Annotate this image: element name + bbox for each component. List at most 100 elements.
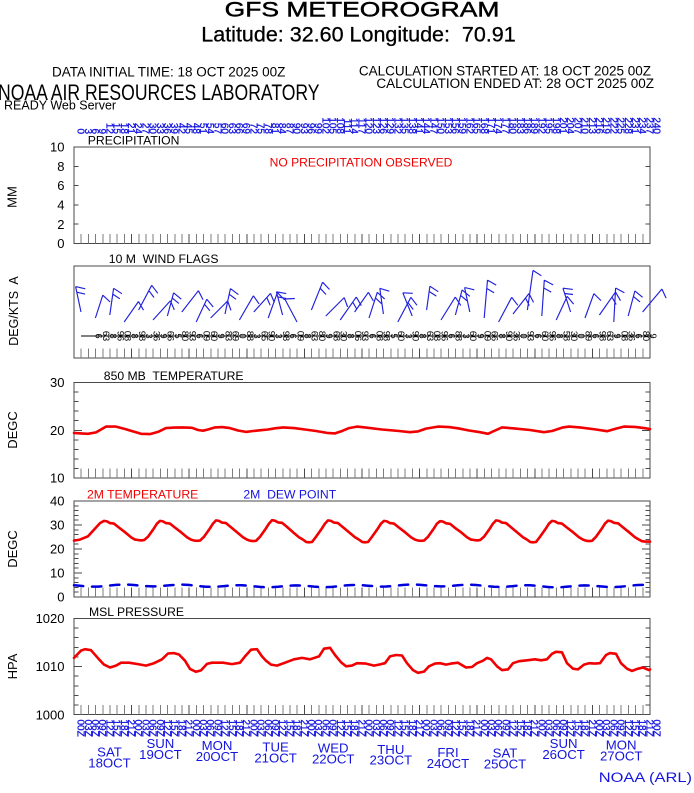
svg-text:66: 66 (166, 331, 176, 341)
svg-text:00Z: 00Z (190, 720, 201, 737)
svg-text:0: 0 (576, 333, 586, 338)
svg-text:10: 10 (50, 140, 64, 155)
svg-text:21OCT: 21OCT (254, 751, 297, 766)
svg-text:65: 65 (259, 331, 269, 341)
svg-text:60: 60 (468, 331, 478, 341)
svg-text:09Z: 09Z (615, 720, 626, 737)
svg-text:18Z: 18Z (118, 720, 129, 737)
svg-text:MSL PRESSURE: MSL PRESSURE (89, 605, 184, 619)
svg-text:20: 20 (50, 423, 64, 438)
svg-text:156: 156 (449, 117, 460, 134)
svg-text:3: 3 (274, 333, 284, 338)
svg-text:03Z: 03Z (485, 720, 496, 737)
svg-text:90: 90 (411, 331, 421, 341)
svg-text:240: 240 (651, 117, 662, 134)
svg-text:98: 98 (382, 331, 392, 341)
svg-text:40: 40 (50, 494, 64, 509)
svg-text:09: 09 (483, 331, 493, 341)
svg-text:MON: MON (606, 737, 637, 752)
svg-text:15Z: 15Z (571, 720, 582, 737)
svg-text:READY Web Server: READY Web Server (4, 99, 116, 113)
svg-text:12Z: 12Z (449, 720, 460, 737)
svg-text:60: 60 (219, 123, 230, 135)
svg-text:165: 165 (471, 117, 482, 134)
svg-text:88: 88 (454, 331, 464, 341)
svg-text:117: 117 (355, 118, 366, 134)
svg-text:36: 36 (161, 123, 172, 135)
svg-text:231: 231 (629, 117, 640, 134)
svg-text:SAT: SAT (493, 745, 518, 760)
svg-text:03Z: 03Z (370, 720, 381, 737)
svg-text:213: 213 (586, 117, 597, 134)
svg-text:03Z: 03Z (600, 720, 611, 737)
svg-text:00Z: 00Z (651, 720, 662, 737)
svg-text:98: 98 (598, 331, 608, 341)
svg-text:10: 10 (50, 566, 64, 581)
svg-text:3: 3 (403, 333, 413, 338)
svg-text:18Z: 18Z (406, 720, 417, 737)
svg-text:NO PRECIPITATION OBSERVED: NO PRECIPITATION OBSERVED (270, 155, 453, 169)
svg-text:09Z: 09Z (269, 720, 280, 737)
svg-text:207: 207 (571, 117, 582, 134)
svg-text:96: 96 (115, 331, 125, 341)
svg-text:81: 81 (269, 123, 280, 135)
svg-text:00Z: 00Z (478, 720, 489, 737)
svg-text:6: 6 (288, 333, 298, 338)
svg-text:192: 192 (535, 117, 546, 134)
svg-text:183: 183 (514, 117, 525, 134)
svg-text:18Z: 18Z (291, 720, 302, 737)
svg-text:98: 98 (281, 331, 291, 341)
svg-text:21Z: 21Z (471, 720, 482, 737)
svg-text:93: 93 (360, 331, 370, 341)
svg-text:3: 3 (82, 128, 93, 134)
svg-text:09: 09 (295, 331, 305, 341)
svg-text:60: 60 (209, 331, 219, 341)
svg-text:03Z: 03Z (197, 720, 208, 737)
svg-text:39: 39 (168, 123, 179, 135)
svg-text:0: 0 (75, 128, 86, 134)
svg-text:850 MB TEMPERATURE: 850 MB TEMPERATURE (104, 369, 244, 383)
svg-text:06Z: 06Z (607, 720, 618, 737)
svg-text:8: 8 (346, 333, 356, 338)
svg-text:90: 90 (504, 331, 514, 341)
svg-text:15Z: 15Z (399, 720, 410, 737)
svg-text:195: 195 (543, 117, 554, 134)
svg-text:24: 24 (132, 123, 143, 135)
svg-text:6: 6 (591, 333, 601, 338)
svg-text:9: 9 (612, 333, 622, 338)
svg-text:2M DEW POINT: 2M DEW POINT (243, 487, 336, 501)
svg-text:21Z: 21Z (240, 720, 251, 737)
svg-text:06Z: 06Z (319, 720, 330, 737)
svg-text:09Z: 09Z (327, 720, 338, 737)
svg-text:6: 6 (94, 333, 104, 338)
svg-text:45: 45 (183, 123, 194, 135)
svg-text:18Z: 18Z (175, 720, 186, 737)
svg-text:21Z: 21Z (125, 720, 136, 737)
svg-text:93: 93 (187, 331, 197, 341)
svg-text:06Z: 06Z (492, 720, 503, 737)
svg-text:21Z: 21Z (528, 720, 539, 737)
svg-text:DEGC: DEGC (5, 411, 20, 449)
svg-text:1020: 1020 (36, 611, 65, 626)
svg-text:36: 36 (151, 331, 161, 341)
svg-text:80: 80 (180, 331, 190, 341)
svg-text:147: 147 (427, 117, 438, 134)
svg-text:18Z: 18Z (463, 720, 474, 737)
svg-text:201: 201 (557, 117, 568, 134)
svg-text:48: 48 (190, 123, 201, 135)
svg-text:88: 88 (245, 331, 255, 341)
svg-text:198: 198 (550, 117, 561, 134)
svg-text:6: 6 (89, 128, 100, 134)
svg-text:219: 219 (600, 117, 611, 134)
svg-text:15Z: 15Z (514, 720, 525, 737)
svg-text:4: 4 (57, 198, 64, 213)
svg-text:225: 225 (615, 117, 626, 134)
svg-text:15Z: 15Z (283, 720, 294, 737)
svg-text:66: 66 (490, 331, 500, 341)
svg-text:9: 9 (216, 333, 226, 338)
svg-text:12Z: 12Z (564, 720, 575, 737)
svg-text:08: 08 (123, 331, 133, 341)
svg-text:15Z: 15Z (111, 720, 122, 737)
svg-text:18Z: 18Z (233, 720, 244, 737)
svg-text:CALCULATION STARTED AT: 18 OCT: CALCULATION STARTED AT: 18 OCT 2025 00Z (359, 64, 651, 79)
